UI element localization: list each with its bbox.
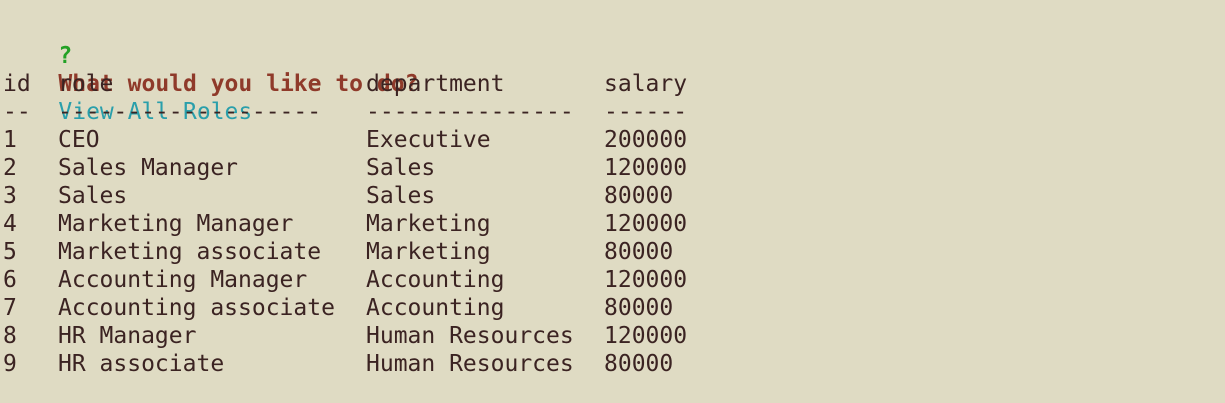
- table-row: 3 Sales Sales 80000: [3, 182, 1225, 210]
- row-department: Marketing: [366, 239, 491, 265]
- header-id: id: [3, 71, 31, 97]
- row-department: Human Resources: [366, 351, 574, 377]
- row-salary: 120000: [604, 267, 688, 293]
- table-row: 4 Marketing Manager Marketing 120000: [3, 210, 1225, 238]
- table-row: 2 Sales Manager Sales 120000: [3, 154, 1225, 182]
- header-role: role: [58, 71, 114, 97]
- separator-id: --: [3, 99, 31, 125]
- row-department: Accounting: [366, 267, 505, 293]
- row-department: Human Resources: [366, 323, 574, 349]
- prompt-question: What would you like to do?: [58, 71, 419, 97]
- table-row: 7 Accounting associate Accounting 80000: [3, 294, 1225, 322]
- row-role: HR associate: [58, 351, 225, 377]
- row-id: 3: [3, 183, 17, 209]
- row-role: Sales: [58, 183, 128, 209]
- row-salary: 80000: [604, 239, 674, 265]
- row-salary: 120000: [604, 155, 688, 181]
- row-salary: 80000: [604, 351, 674, 377]
- table-row: 6 Accounting Manager Accounting 120000: [3, 266, 1225, 294]
- row-role: CEO: [58, 127, 100, 153]
- row-salary: 120000: [604, 323, 688, 349]
- row-id: 5: [3, 239, 17, 265]
- row-role: Sales Manager: [58, 155, 239, 181]
- row-role: Accounting Manager: [58, 267, 308, 293]
- prompt-answer: View All Roles: [58, 99, 253, 125]
- row-id: 8: [3, 323, 17, 349]
- row-salary: 80000: [604, 295, 674, 321]
- table-header-row: id role department salary: [3, 70, 1225, 98]
- row-id: 4: [3, 211, 17, 237]
- row-department: Sales: [366, 155, 436, 181]
- row-role: Marketing Manager: [58, 211, 294, 237]
- row-role: Marketing associate: [58, 239, 322, 265]
- table-row: 8 HR Manager Human Resources 120000: [3, 322, 1225, 350]
- row-id: 9: [3, 351, 17, 377]
- row-id: 6: [3, 267, 17, 293]
- row-department: Marketing: [366, 211, 491, 237]
- separator-salary: ------: [604, 99, 688, 125]
- row-salary: 120000: [604, 211, 688, 237]
- separator-role: -------------------: [58, 99, 322, 125]
- row-salary: 200000: [604, 127, 688, 153]
- header-department: department: [366, 71, 505, 97]
- row-role: Accounting associate: [58, 295, 335, 321]
- row-department: Sales: [366, 183, 436, 209]
- table-separator-row: -- ------------------- --------------- -…: [3, 98, 1225, 126]
- table-row: 5 Marketing associate Marketing 80000: [3, 238, 1225, 266]
- row-id: 7: [3, 295, 17, 321]
- header-salary: salary: [604, 71, 688, 97]
- prompt-line: ? What would you like to do? View All Ro…: [3, 14, 1225, 125]
- row-id: 1: [3, 127, 17, 153]
- row-department: Accounting: [366, 295, 505, 321]
- table-row: 9 HR associate Human Resources 80000: [3, 350, 1225, 378]
- row-department: Executive: [366, 127, 491, 153]
- row-role: HR Manager: [58, 323, 197, 349]
- row-id: 2: [3, 155, 17, 181]
- separator-department: ---------------: [366, 99, 574, 125]
- row-salary: 80000: [604, 183, 674, 209]
- table-row: 1 CEO Executive 200000: [3, 126, 1225, 154]
- prompt-question-mark: ?: [58, 43, 73, 69]
